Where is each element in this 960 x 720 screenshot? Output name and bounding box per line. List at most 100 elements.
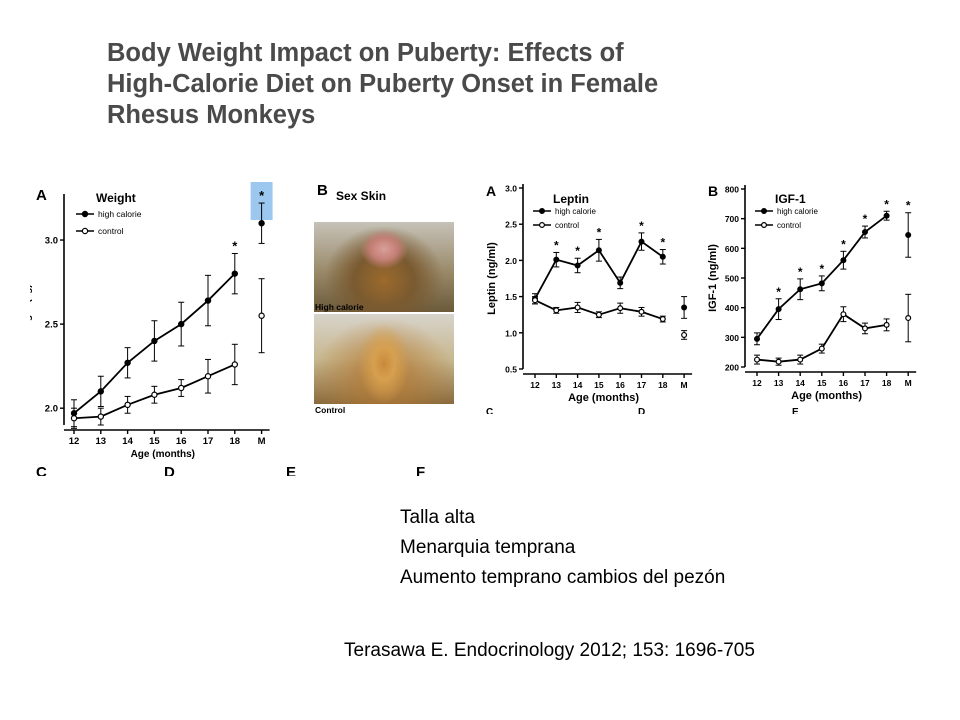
data-point <box>151 391 158 398</box>
significance-star: * <box>597 225 602 239</box>
data-point <box>258 220 265 227</box>
finding-item: Menarquia temprana <box>400 537 576 558</box>
x-axis-label: Age (months) <box>568 392 639 404</box>
data-point <box>97 388 105 395</box>
x-tick-label: 15 <box>594 380 604 390</box>
x-tick-label: 18 <box>230 436 241 447</box>
y-axis-label: IGF-1 (ng/ml) <box>707 244 719 312</box>
x-tick-label: 16 <box>176 436 187 447</box>
data-point <box>883 321 890 328</box>
x-tick-label: M <box>681 380 688 390</box>
significance-star: * <box>819 262 824 276</box>
legend-label: high calorie <box>555 207 596 216</box>
data-point <box>617 305 624 312</box>
legend-marker <box>760 221 767 228</box>
significance-star: * <box>884 197 889 211</box>
x-tick-label: 13 <box>774 378 784 388</box>
x-tick-label: 16 <box>839 378 849 388</box>
legend-label: control <box>777 221 801 230</box>
data-point <box>818 345 825 352</box>
y-tick-label: 500 <box>725 274 739 284</box>
x-tick-label: 18 <box>882 378 892 388</box>
x-tick-label: M <box>905 378 912 388</box>
series-line <box>756 312 887 363</box>
x-tick-label: 12 <box>752 378 762 388</box>
x-tick-label: 12 <box>530 380 540 390</box>
x-tick-label: 13 <box>96 436 107 447</box>
data-point <box>681 304 688 311</box>
legend-label: control <box>98 226 124 236</box>
y-tick-label: 3.0 <box>505 184 517 194</box>
findings-list: Talla alta Menarquia temprana Aumento te… <box>400 503 725 593</box>
y-tick-label: 700 <box>725 214 739 224</box>
data-point <box>124 401 131 409</box>
data-point <box>177 384 185 392</box>
x-axis-label: Age (months) <box>791 390 862 402</box>
finding-item: Aumento temprano cambios del pezón <box>400 567 726 588</box>
data-point <box>681 331 688 338</box>
panel-letter-f: F <box>416 464 426 476</box>
x-tick-label: 17 <box>203 436 214 447</box>
data-point <box>574 262 581 269</box>
y-tick-label: 400 <box>725 303 739 313</box>
data-point <box>204 297 212 304</box>
y-tick-label: 600 <box>725 244 739 254</box>
data-point <box>97 413 105 420</box>
high-calorie-photo <box>314 222 454 312</box>
x-tick-label: 16 <box>615 380 625 390</box>
y-tick-label: 2.0 <box>45 404 58 415</box>
data-point <box>231 361 238 368</box>
figure-left: A Weight 2.0 2.5 3.0 12 13 14 15 16 17 18 M Age (mont… <box>30 178 460 476</box>
significance-star: * <box>906 199 911 213</box>
weight-chart: A Weight 2.0 2.5 3.0 12 13 14 15 16 17 18 M Age (mont… <box>30 182 273 460</box>
highlight-box <box>250 182 273 220</box>
x-tick-label: 17 <box>860 378 870 388</box>
y-tick-label: 2.5 <box>505 220 517 230</box>
x-tick-label: 13 <box>552 380 562 390</box>
significance-star: * <box>259 188 265 203</box>
data-point <box>797 356 804 363</box>
data-point <box>177 320 185 328</box>
citation: Terasawa E. Endocrinology 2012; 153: 169… <box>344 640 755 661</box>
data-point <box>574 304 581 311</box>
y-tick-label: 200 <box>725 363 739 373</box>
legend-label: high calorie <box>98 209 142 219</box>
sex-skin-title: Sex Skin <box>336 189 387 203</box>
cropped-panel-d-caption: D <box>638 407 645 414</box>
data-point <box>659 316 666 323</box>
data-point <box>840 311 847 318</box>
y-tick-label: 2.0 <box>505 256 517 266</box>
y-tick-label: 0.5 <box>505 365 517 375</box>
significance-star: * <box>639 219 644 233</box>
data-point <box>204 373 212 380</box>
significance-star: * <box>841 237 846 251</box>
panel-letter: A <box>486 183 496 199</box>
data-point <box>753 335 760 342</box>
cropped-panel-c-caption: C <box>486 407 493 414</box>
x-axis-label: Age (months) <box>131 449 195 460</box>
data-point <box>840 257 847 264</box>
data-point <box>595 247 602 254</box>
data-point <box>862 229 869 236</box>
y-tick-label: 1.5 <box>505 292 517 302</box>
x-tick-label: 15 <box>817 378 827 388</box>
data-point <box>151 337 158 345</box>
legend-label: control <box>555 221 579 230</box>
figure-right: A Leptin 0.5 1.0 1.5 2.0 2.5 3.0 12 13 14 15 16 17 18 M… <box>482 176 928 414</box>
panel-letter-c: C <box>486 407 494 414</box>
control-photo <box>314 314 454 404</box>
x-tick-label: 14 <box>573 380 583 390</box>
data-point <box>883 212 890 219</box>
significance-star: * <box>232 238 238 253</box>
finding-item: Talla alta <box>400 507 475 528</box>
significance-star: * <box>554 238 559 252</box>
control-label: Control <box>315 405 346 415</box>
data-point <box>553 256 560 263</box>
y-tick-label: 3.0 <box>45 236 58 247</box>
data-point <box>70 415 78 422</box>
significance-star: * <box>575 244 580 258</box>
chart-title: Weight <box>96 191 136 205</box>
sex-skin-panel: B Sex Skin High calorie Control <box>314 178 460 476</box>
data-point <box>617 279 624 286</box>
data-point <box>231 270 238 277</box>
